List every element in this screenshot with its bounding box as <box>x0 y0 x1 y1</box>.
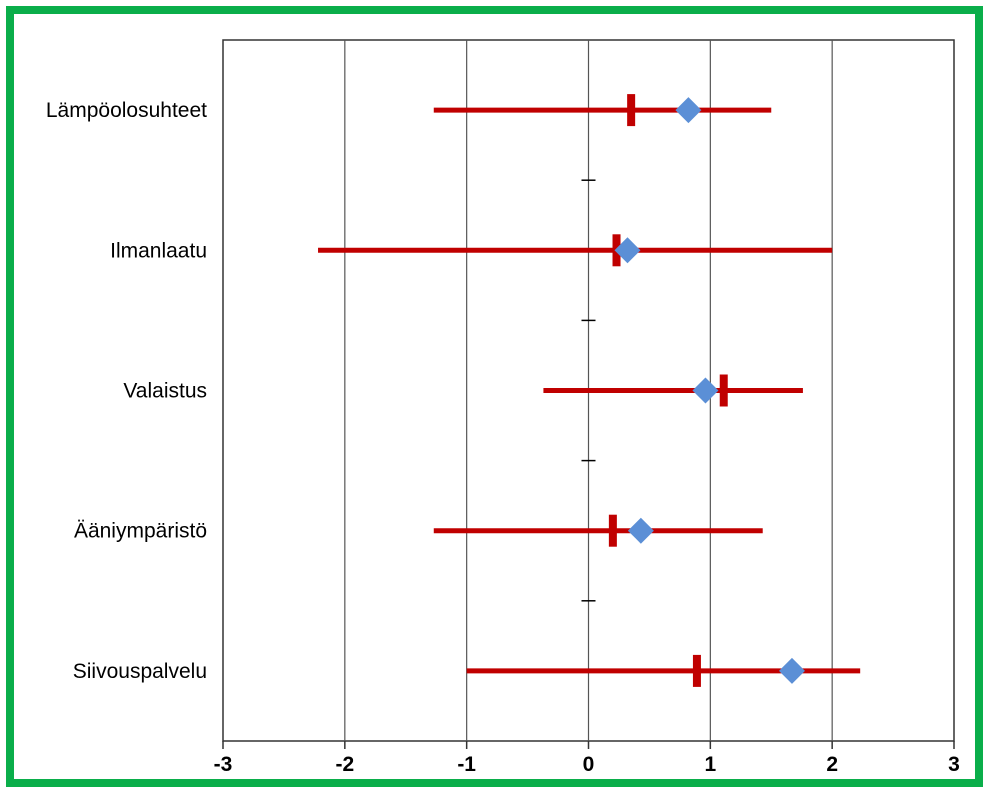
x-tick-label: 1 <box>704 753 716 776</box>
x-tick-label: 0 <box>583 753 595 776</box>
category-label: Valaistus <box>123 380 207 403</box>
range-chart: -3 -2 -1 0 1 2 3 Lämpöolosuhteet Ilmanlaatu Valai… <box>46 39 960 776</box>
x-tick-label: 3 <box>948 753 960 776</box>
category-label: Lämpöolosuhteet <box>46 99 207 122</box>
median-marker <box>692 654 701 687</box>
mean-marker <box>675 97 702 124</box>
category-label: Siivouspalvelu <box>73 660 207 683</box>
mean-marker <box>692 377 719 404</box>
median-marker <box>627 94 636 127</box>
mean-marker <box>778 657 805 684</box>
median-marker <box>719 374 728 407</box>
chart-frame: -3 -2 -1 0 1 2 3 Lämpöolosuhteet Ilmanlaatu Valai… <box>6 6 983 787</box>
category-label: Ilmanlaatu <box>110 239 207 262</box>
x-tick-label: -1 <box>457 753 476 776</box>
mean-marker <box>614 237 641 264</box>
x-tick-label: 2 <box>826 753 838 776</box>
x-tick-label: -3 <box>214 753 233 776</box>
median-marker <box>608 514 617 547</box>
mean-marker <box>627 517 654 544</box>
category-label: Ääniympäristö <box>74 520 207 543</box>
x-tick-label: -2 <box>335 753 354 776</box>
